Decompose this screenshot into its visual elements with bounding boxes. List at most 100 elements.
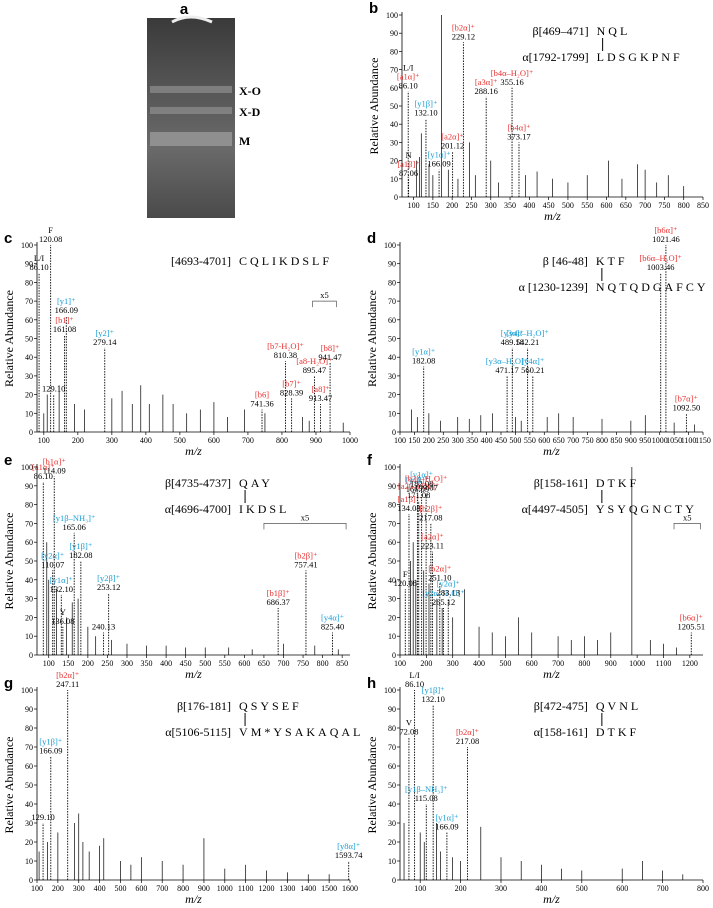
peptide-name: α[4497-4505] (522, 502, 588, 516)
peptide-name: β[472-475] (534, 699, 588, 713)
peptide-sequence: QAY (239, 476, 273, 490)
gel-well (171, 15, 213, 24)
peak-ion-label: [b6α]⁺ (654, 225, 678, 235)
peak-note: V (406, 718, 413, 728)
y-tick-label: 90 (25, 705, 33, 714)
y-tick-label: 40 (390, 120, 398, 129)
x-tick-label: 350 (504, 201, 516, 210)
y-tick-label: 10 (25, 632, 33, 641)
peak-ion-label: [y2α]⁺ (41, 550, 65, 560)
x-tick-label: 200 (446, 201, 458, 210)
peak-ion-label: [b6α–H₂O]⁺ (639, 253, 682, 263)
y-tick-label: 100 (384, 463, 396, 472)
peptide-name: β [46-48] (543, 254, 588, 268)
peak-mass-label: 171.08 (407, 490, 430, 500)
peak-mass-label: 115.08 (415, 793, 438, 803)
x-tick-label: 1150 (695, 436, 711, 445)
y-axis-title: Relative Abundance (365, 513, 379, 610)
peak-mass-label: 166.09 (435, 822, 458, 832)
y-tick-label: 80 (388, 278, 396, 287)
x-tick-label: 1050 (666, 436, 682, 445)
y-tick-label: 30 (25, 595, 33, 604)
peptide-sequence: KTF (596, 254, 628, 268)
peak-note: L/I (409, 670, 420, 680)
peak-ion-label: [y1α]⁺ (428, 150, 452, 160)
y-tick-label: 90 (388, 482, 396, 491)
peak-ion-label: [y1α]⁺ (410, 470, 434, 480)
y-tick-label: 40 (388, 576, 396, 585)
x-tick-label: 250 (465, 201, 477, 210)
y-tick-label: 20 (388, 391, 396, 400)
x-tick-label: 450 (180, 659, 192, 668)
peak-mass-label: 166.09 (39, 746, 62, 756)
peak-mass-label: 1205.51 (677, 621, 705, 631)
y-axis-title: Relative Abundance (2, 513, 16, 610)
peak-mass-label: 471.17 (495, 365, 518, 375)
peptide-name: β[4735-4737] (165, 476, 231, 490)
x-tick-label: 500 (562, 201, 574, 210)
peak-mass-label: 1593.74 (335, 850, 363, 860)
peak-ion-label: [y1]⁺ (57, 296, 76, 306)
x-tick-label: 500 (174, 436, 186, 445)
x-tick-label: 1600 (342, 884, 358, 893)
x-tick-label: 100 (31, 884, 43, 893)
peak-mass-label: 201.12 (441, 141, 464, 151)
peak-note: Y (60, 607, 66, 617)
panel-label: a (180, 1, 189, 18)
y-tick-label: 0 (29, 428, 33, 437)
peak-ion-label: [y1β–NH₃]⁺ (405, 784, 448, 794)
x-tick-label: 200 (420, 659, 432, 668)
peak-ion-label: [y2α]⁺ (437, 579, 461, 589)
peak-mass-label: 161.08 (53, 324, 76, 334)
panel-label: d (367, 230, 376, 247)
peak-mass-label: 941.47 (318, 352, 341, 362)
y-tick-label: 80 (390, 47, 398, 56)
peak-note: L/I (403, 62, 414, 72)
band-label: X-O (239, 84, 261, 98)
x-tick-label: 1200 (259, 884, 275, 893)
peptide-name: β[176-181] (177, 699, 231, 713)
peptide-name: α[5106-5115] (165, 725, 231, 739)
peptide-name: [4693-4701] (171, 254, 231, 268)
y-tick-label: 100 (384, 686, 396, 695)
peak-mass-label: 165.06 (63, 522, 86, 532)
peak-ion-label: [a1β]⁺ (397, 159, 420, 169)
peak-mass-label: 913.47 (309, 393, 332, 403)
panel-label: f (367, 452, 373, 469)
x-tick-label: 150 (427, 201, 439, 210)
x-tick-label: 300 (452, 436, 464, 445)
x-tick-label: 900 (198, 884, 210, 893)
peptide-name: α [1230-1239] (519, 280, 588, 294)
panel-label: h (367, 675, 376, 692)
y-axis-title: Relative Abundance (365, 290, 379, 387)
peak-ion-label: [b2β]⁺ (419, 503, 442, 513)
x-tick-label: 350 (466, 436, 478, 445)
peak-mass-label: 86.10 (405, 679, 424, 689)
x-tick-label: 700 (639, 201, 651, 210)
peak-mass-label: 560.21 (521, 365, 544, 375)
x-tick-label: 550 (219, 659, 231, 668)
gel-lane (147, 18, 235, 218)
band-label: X-D (239, 105, 261, 119)
peak-mass-label: 355.16 (500, 77, 523, 87)
peak-ion-label: [y3α]⁺ (501, 328, 525, 338)
x-tick-label: 750 (658, 201, 670, 210)
x-tick-label: 800 (697, 884, 709, 893)
y-tick-label: 60 (25, 762, 33, 771)
y-axis-title: Relative Abundance (367, 58, 381, 155)
peak-ion-label: [b2α]⁺ (428, 564, 452, 574)
peak-mass-label: 86.10 (34, 471, 53, 481)
y-tick-label: 60 (388, 316, 396, 325)
peak-note: F (48, 225, 53, 235)
y-tick-label: 70 (390, 66, 398, 75)
x-tick-label: 1100 (238, 884, 254, 893)
y-tick-label: 90 (25, 260, 33, 269)
x-tick-label: 200 (82, 659, 94, 668)
y-tick-label: 70 (388, 297, 396, 306)
x-tick-label: 200 (455, 884, 467, 893)
peak-ion-label: [a1α]⁺ (32, 462, 55, 472)
peptide-name: α[1792-1799] (522, 50, 588, 64)
gel-band (150, 107, 232, 114)
peak-mass-label: 132.10 (414, 108, 437, 118)
